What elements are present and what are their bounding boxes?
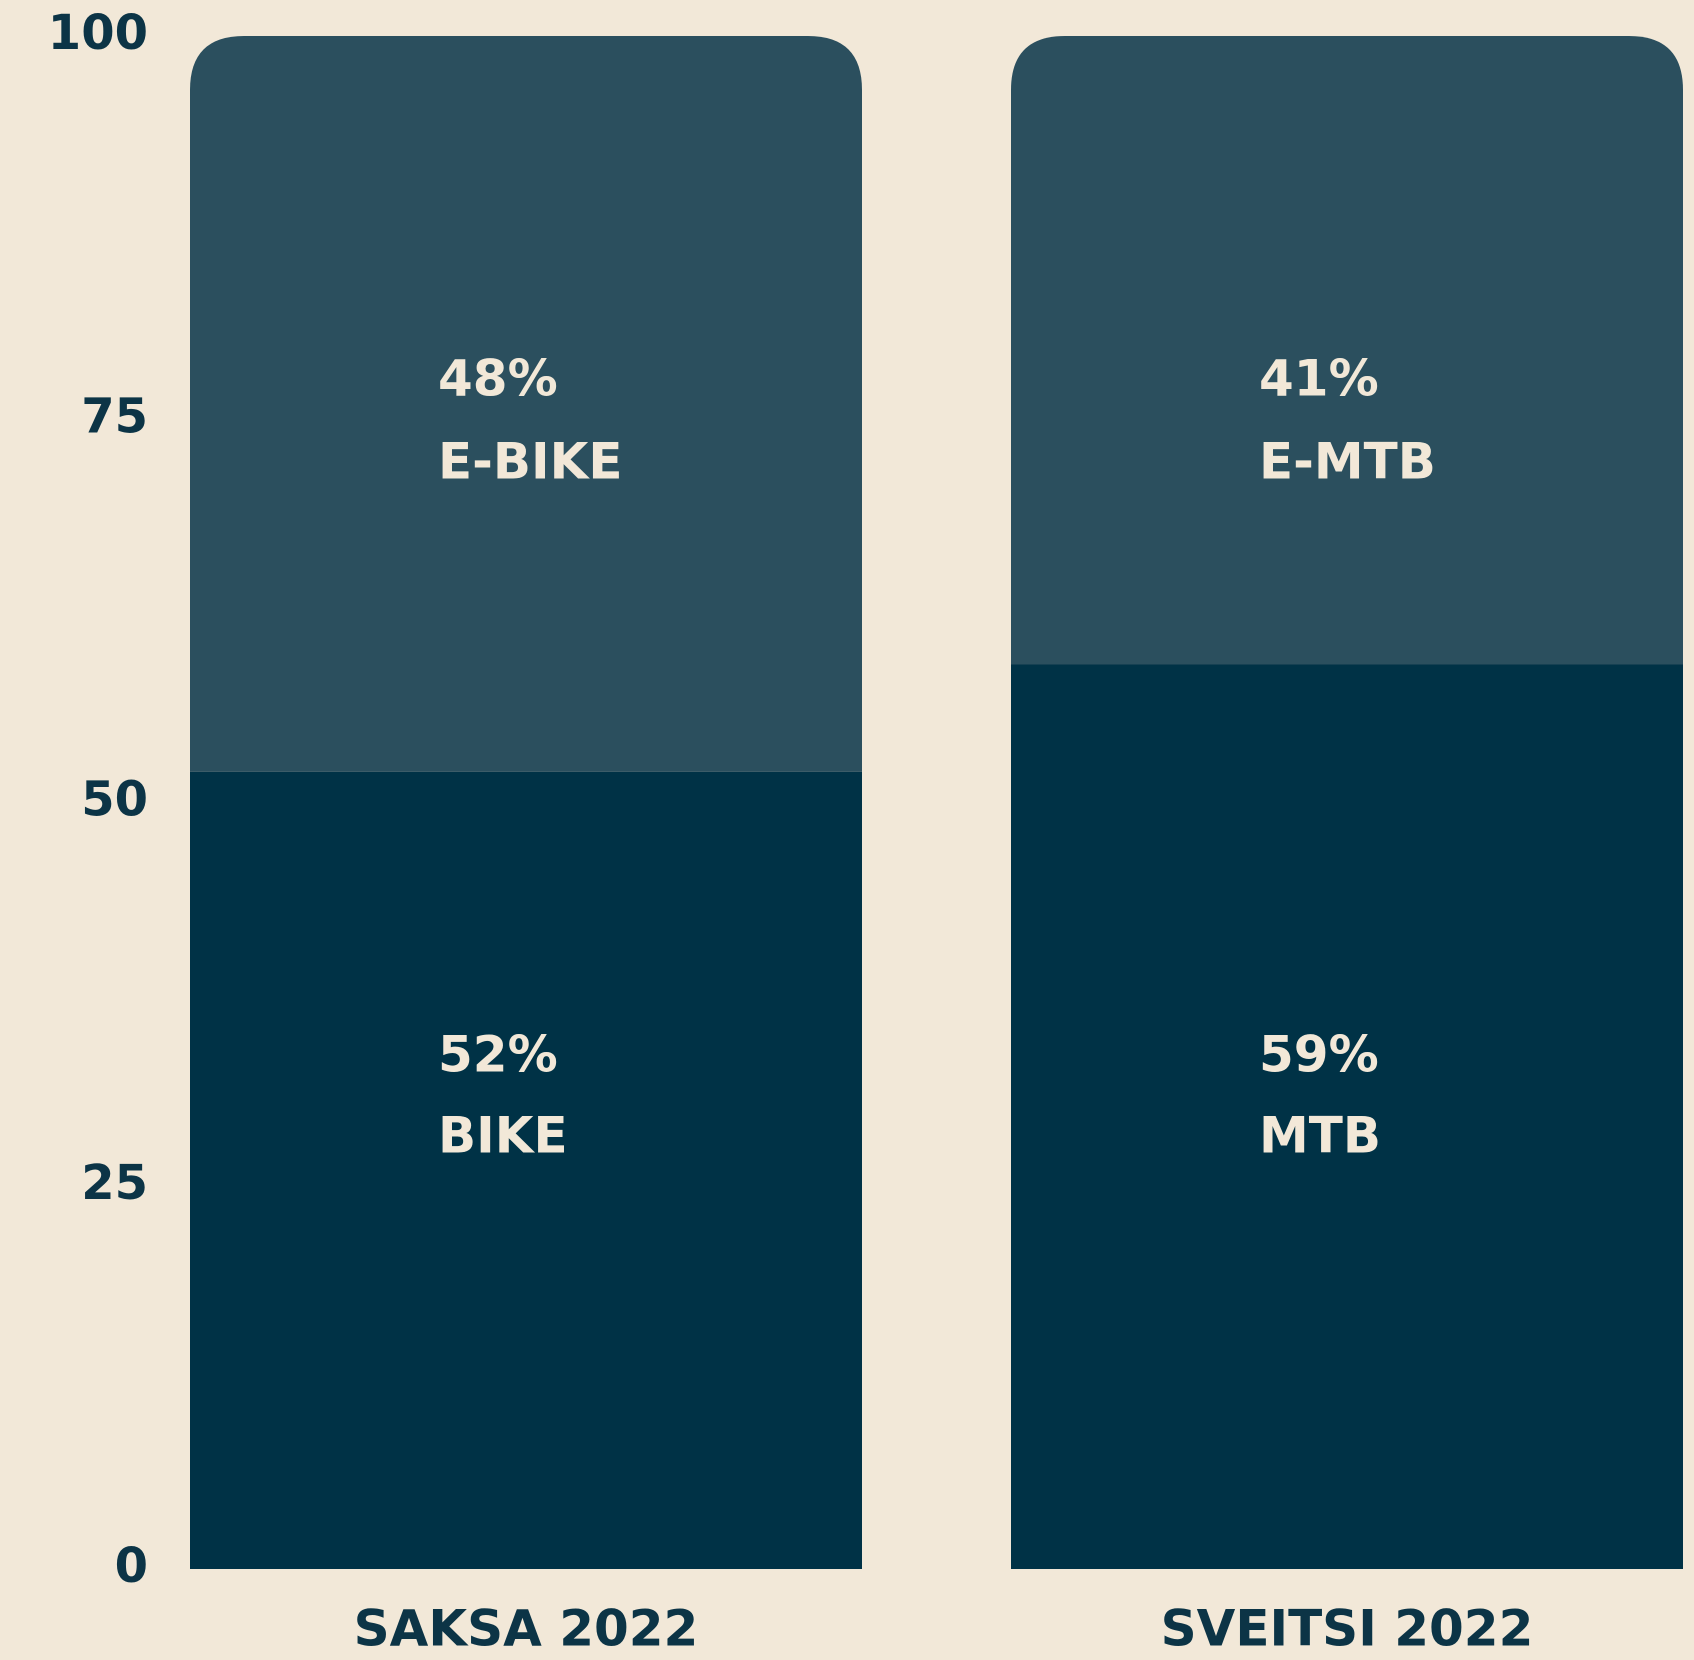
y-tick-label: 100 [48,5,148,61]
y-tick-label: 0 [115,1538,148,1594]
segment-name: E-BIKE [438,433,623,491]
segment-name: E-MTB [1259,433,1436,491]
segment-value-label: 59% [1259,1026,1379,1084]
y-tick-label: 50 [81,772,148,828]
segment-value-label: 48% [438,350,558,408]
bar-segment [190,36,862,772]
bar-segment [1011,664,1683,1569]
y-tick-label: 75 [81,388,148,444]
segment-value-label: 52% [438,1026,558,1084]
x-tick-label: SAKSA 2022 [354,1600,699,1658]
segment-name: BIKE [438,1107,568,1165]
segment-value-label: 41% [1259,350,1379,408]
segment-name: MTB [1259,1107,1381,1165]
x-tick-label: SVEITSI 2022 [1161,1600,1534,1658]
y-tick-label: 25 [81,1155,148,1211]
bar-segment [190,771,862,1569]
bar-segment [1011,36,1683,665]
